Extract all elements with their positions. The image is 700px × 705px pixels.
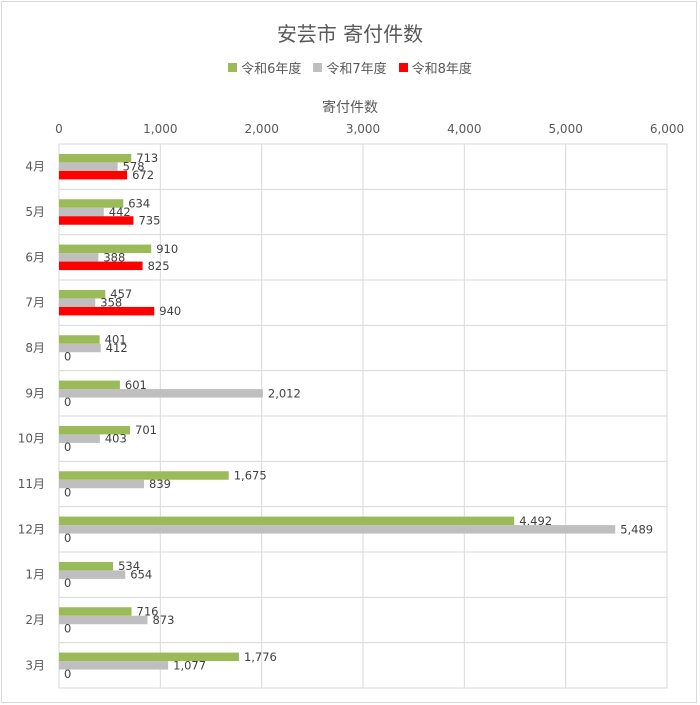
data-label: 1,776 bbox=[244, 650, 277, 664]
category-label: 6月 bbox=[25, 250, 45, 264]
bar bbox=[59, 471, 229, 480]
data-label: 2,012 bbox=[268, 386, 301, 400]
bar bbox=[59, 153, 132, 163]
data-label: 534 bbox=[118, 559, 140, 573]
data-label: 839 bbox=[149, 477, 171, 491]
category-label: 8月 bbox=[25, 341, 45, 355]
bar bbox=[59, 261, 143, 271]
bar bbox=[59, 216, 134, 225]
bar bbox=[59, 434, 100, 443]
data-label: 0 bbox=[64, 531, 71, 545]
bar bbox=[59, 335, 100, 344]
bar bbox=[59, 425, 131, 435]
category-label: 1月 bbox=[25, 568, 45, 582]
bar bbox=[59, 607, 132, 616]
data-label: 1,077 bbox=[173, 658, 206, 672]
legend-swatch bbox=[228, 63, 238, 72]
data-label: 0 bbox=[64, 395, 71, 409]
data-label: 457 bbox=[110, 287, 132, 301]
bar bbox=[59, 343, 101, 353]
data-label: 910 bbox=[156, 242, 178, 256]
bar bbox=[59, 162, 118, 171]
legend-label: 令和7年度 bbox=[326, 62, 387, 77]
bar bbox=[59, 298, 96, 307]
legend-item: 令和7年度 bbox=[313, 58, 387, 77]
bar bbox=[59, 389, 263, 398]
bar bbox=[59, 199, 124, 208]
data-label: 713 bbox=[136, 151, 158, 165]
data-label: 578 bbox=[123, 160, 145, 174]
bar bbox=[59, 479, 145, 489]
legend-swatch bbox=[313, 63, 323, 72]
data-label: 358 bbox=[100, 296, 122, 310]
data-label: 0 bbox=[64, 622, 71, 636]
data-label: 442 bbox=[109, 205, 131, 219]
data-label: 735 bbox=[138, 214, 160, 228]
data-label: 0 bbox=[64, 667, 71, 681]
x-tick-label: 3,000 bbox=[346, 122, 380, 136]
bar bbox=[59, 244, 152, 254]
category-label: 4月 bbox=[25, 160, 45, 174]
category-label: 10月 bbox=[18, 432, 45, 446]
data-label: 5,489 bbox=[620, 522, 653, 536]
chart-title: 安芸市 寄付件数 bbox=[276, 22, 424, 46]
bar bbox=[59, 652, 239, 662]
x-axis-title: 寄付件数 bbox=[322, 100, 378, 116]
data-label: 825 bbox=[148, 259, 170, 273]
bar bbox=[59, 525, 616, 534]
x-tick-label: 4,000 bbox=[447, 122, 481, 136]
data-label: 873 bbox=[152, 613, 174, 627]
legend: 令和6年度 令和7年度 令和8年度 bbox=[0, 58, 700, 77]
legend-label: 令和8年度 bbox=[411, 62, 472, 77]
legend-swatch bbox=[398, 63, 408, 72]
data-label: 634 bbox=[128, 197, 150, 211]
x-tick-label: 6,000 bbox=[650, 122, 684, 136]
data-label: 701 bbox=[135, 423, 157, 437]
data-label: 0 bbox=[64, 440, 71, 454]
bar bbox=[59, 253, 99, 262]
x-tick-label: 2,000 bbox=[244, 122, 278, 136]
data-label: 401 bbox=[105, 333, 127, 347]
category-label: 11月 bbox=[18, 477, 45, 491]
bar bbox=[59, 661, 169, 670]
data-label: 1,675 bbox=[234, 469, 267, 483]
category-label: 12月 bbox=[18, 522, 45, 536]
legend-label: 令和6年度 bbox=[241, 62, 302, 77]
category-label: 5月 bbox=[25, 205, 45, 219]
legend-item: 令和6年度 bbox=[228, 58, 301, 77]
data-label: 654 bbox=[130, 568, 152, 582]
data-label: 403 bbox=[105, 432, 127, 446]
data-label: 672 bbox=[132, 168, 154, 182]
bar bbox=[59, 306, 155, 316]
data-label: 601 bbox=[125, 378, 147, 392]
x-tick-label: 1,000 bbox=[143, 122, 177, 136]
category-label: 7月 bbox=[25, 296, 45, 310]
data-label: 940 bbox=[159, 304, 181, 318]
bar bbox=[59, 170, 128, 180]
data-label: 716 bbox=[137, 605, 159, 619]
bar bbox=[59, 570, 126, 579]
legend-item: 令和8年度 bbox=[398, 58, 472, 77]
bar bbox=[59, 561, 114, 571]
data-label: 4,492 bbox=[519, 514, 552, 528]
data-label: 0 bbox=[64, 576, 71, 590]
data-label: 0 bbox=[64, 486, 71, 500]
x-tick-label: 5,000 bbox=[548, 122, 582, 136]
category-label: 3月 bbox=[25, 658, 45, 672]
bar bbox=[59, 207, 104, 217]
bar bbox=[59, 289, 106, 299]
data-label: 412 bbox=[106, 341, 128, 355]
bar bbox=[59, 516, 515, 526]
category-label: 9月 bbox=[25, 386, 45, 400]
bar bbox=[59, 615, 148, 625]
bar bbox=[59, 380, 120, 390]
data-label: 388 bbox=[103, 250, 125, 264]
x-tick-label: 0 bbox=[55, 122, 63, 136]
category-label: 2月 bbox=[25, 613, 45, 627]
data-label: 0 bbox=[64, 350, 71, 364]
